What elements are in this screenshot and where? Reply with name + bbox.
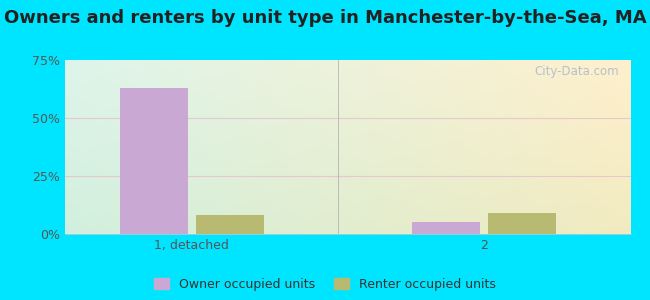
Text: Owners and renters by unit type in Manchester-by-the-Sea, MA: Owners and renters by unit type in Manch… bbox=[4, 9, 646, 27]
Bar bbox=[488, 213, 556, 234]
Bar bbox=[120, 88, 188, 234]
Text: City-Data.com: City-Data.com bbox=[534, 65, 619, 78]
Legend: Owner occupied units, Renter occupied units: Owner occupied units, Renter occupied un… bbox=[154, 278, 496, 291]
Bar bbox=[412, 222, 480, 234]
Bar bbox=[196, 215, 264, 234]
